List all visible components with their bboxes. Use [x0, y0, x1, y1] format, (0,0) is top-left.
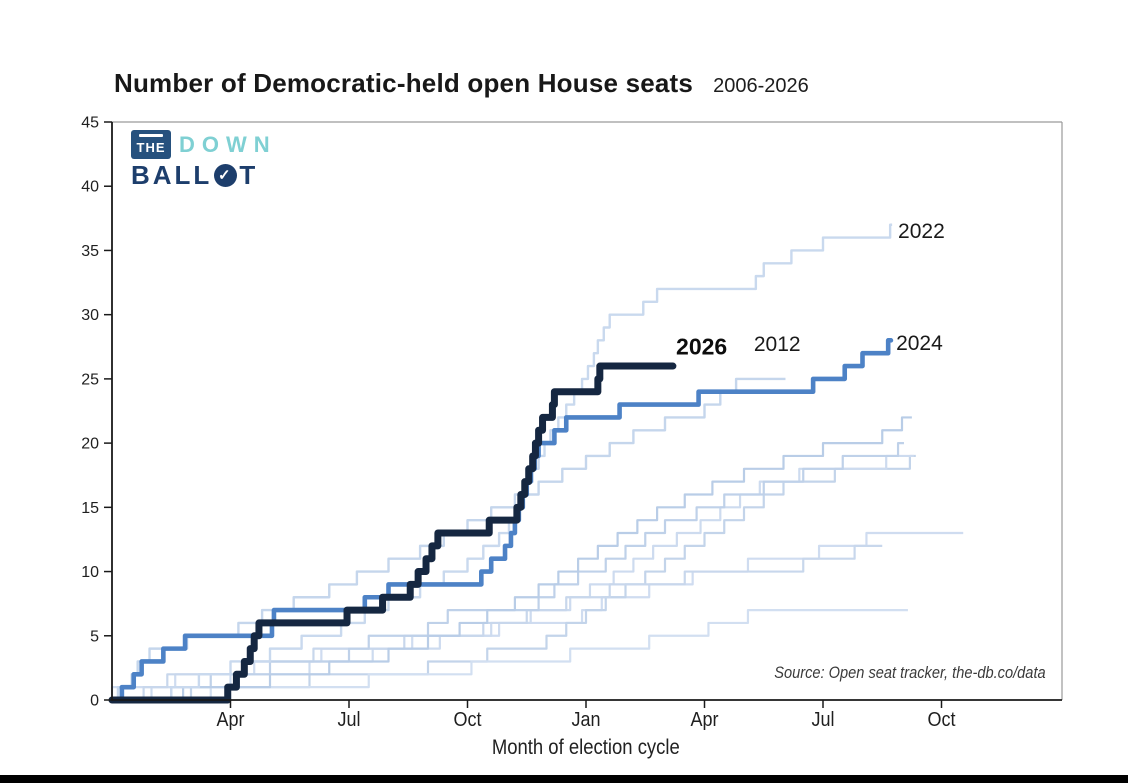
logo-row-bottom: BALL ✓ T	[131, 162, 277, 188]
y-tick-label: 5	[90, 628, 99, 645]
y-tick-label: 15	[81, 500, 99, 517]
annotation-2012: 2012	[754, 333, 801, 356]
y-tick-label: 30	[81, 307, 99, 324]
logo-the-text: THE	[136, 140, 166, 155]
x-tick-label: Apr	[217, 709, 246, 731]
x-tick-label: Apr	[691, 709, 720, 731]
source-credit: Source: Open seat tracker, the-db.co/dat…	[774, 663, 1046, 682]
y-tick-label: 10	[81, 564, 99, 581]
series-line-2012	[112, 377, 786, 702]
annotation-2024: 2024	[896, 332, 943, 355]
check-glyph: ✓	[218, 166, 234, 184]
annotation-2026: 2026	[676, 333, 727, 359]
x-tick-label: Jul	[811, 709, 834, 731]
y-tick-label: 45	[81, 115, 99, 132]
ballot-box-icon: THE	[131, 130, 171, 159]
x-axis-title: Month of election cycle	[112, 736, 1060, 760]
x-tick-label: Jul	[337, 709, 360, 731]
series-line-2020	[112, 416, 912, 702]
y-tick-label: 25	[81, 371, 99, 388]
the-downballot-logo: THE DOWN BALL ✓ T	[131, 130, 277, 188]
y-tick-label: 20	[81, 436, 99, 453]
x-tick-label: Jan	[571, 709, 600, 731]
logo-down-text: DOWN	[179, 131, 277, 157]
ballot-slot-icon	[139, 134, 163, 137]
logo-row-top: THE DOWN	[131, 130, 277, 159]
check-circle-icon: ✓	[214, 163, 238, 187]
series-line-2022	[112, 223, 893, 702]
series-line-2026	[108, 362, 677, 704]
y-tick-label: 35	[81, 243, 99, 260]
chart-title-range: 2006-2026	[713, 75, 809, 97]
series-line-2006	[110, 531, 964, 700]
x-axis-title-text: Month of election cycle	[492, 736, 680, 759]
y-tick-label: 40	[81, 179, 99, 196]
chart-title: Number of Democratic-held open House sea…	[114, 68, 694, 98]
x-tick-label: Oct	[928, 709, 957, 731]
bottom-rule	[0, 775, 1128, 783]
annotation-2022: 2022	[898, 220, 945, 243]
y-tick-label: 0	[90, 693, 99, 710]
series-line-2014	[112, 544, 883, 702]
page-title: Number of Democratic-held open House sea…	[114, 68, 809, 99]
logo-ballot-suffix: T	[239, 160, 259, 190]
x-tick-label: Oct	[454, 709, 483, 731]
logo-ballot-prefix: BALL	[131, 160, 213, 190]
series-line-2016	[112, 608, 908, 702]
series-line-2008	[112, 454, 916, 702]
